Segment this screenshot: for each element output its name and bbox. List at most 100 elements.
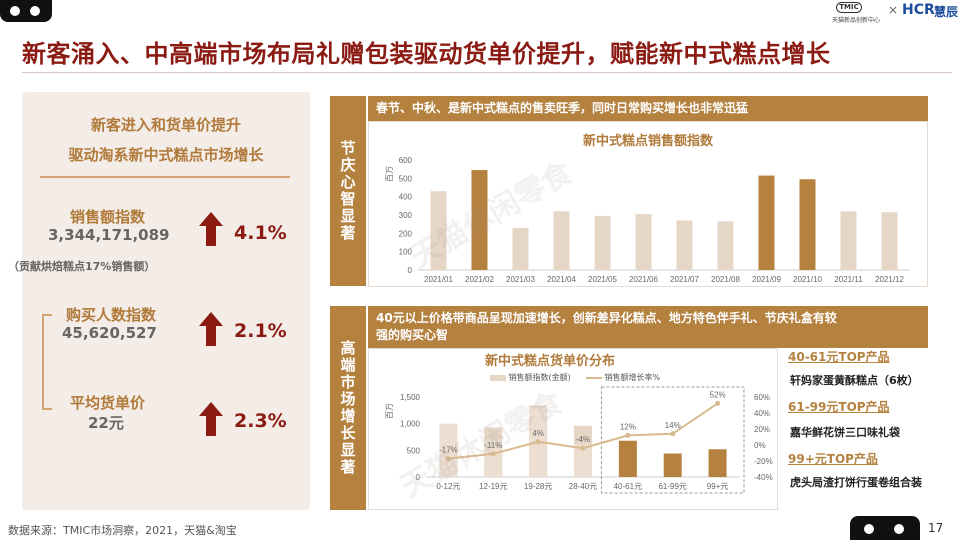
page-number: 17 [928, 521, 944, 535]
legend-bar-label: 销售额指数(金额) [508, 373, 571, 382]
highlight-box [600, 386, 745, 494]
brand-separator: × [888, 3, 899, 17]
x-tick-label: 99+元 [707, 482, 729, 491]
top-product-label-2: 61-99元TOP产品 [788, 400, 890, 414]
y-tick-label: 200 [399, 229, 413, 238]
bottom-panel-header: 40元以上价格带商品呈现加速增长，创新差异化糕点、地方特色伴手礼、节庆礼盒有较 … [368, 306, 928, 348]
top-product-label-1: 40-61元TOP产品 [788, 350, 890, 364]
bottom-header-line1: 40元以上价格带商品呈现加速增长，创新差异化糕点、地方特色伴手礼、节庆礼盒有较 [376, 311, 837, 325]
x-tick-label: 2021/02 [465, 275, 494, 284]
metric-pct-sales: 4.1% [234, 222, 287, 244]
metric-value-sales: 3,344,171,089 [48, 226, 170, 244]
growth-point [535, 439, 541, 445]
y-tick-label: 500 [399, 174, 413, 183]
legend-line: 销售额增长率% [586, 372, 660, 383]
bar [840, 211, 857, 270]
bar [618, 440, 637, 477]
bar [553, 211, 570, 270]
bar [663, 453, 682, 477]
growth-label: -11% [484, 441, 502, 450]
bar [676, 220, 693, 270]
legend-bar: 销售额指数(金额) [490, 372, 571, 383]
metric-label-price: 平均货单价 [70, 394, 146, 412]
bar [512, 227, 529, 270]
x-tick-label: 2021/07 [670, 275, 699, 284]
x-tick-label: 61-99元 [658, 482, 686, 491]
growth-point [625, 432, 631, 438]
price-band-chart: 百万 0 500 1,000 1,500 -40% -20% 0% 20% 40% 60% 0-12元… [385, 386, 773, 494]
x-tick-label: 0-12元 [436, 482, 460, 491]
brand-logos: TMIC 天猫新品创新中心 × HCR 慧辰 [832, 2, 959, 24]
y-axis-unit: 百万 [385, 403, 394, 419]
metric-label-buyers: 购买人数指数 [66, 306, 157, 324]
hcr-logo-cn: 慧辰 [934, 5, 959, 19]
bar [758, 175, 775, 270]
bar [717, 221, 734, 270]
top-chart-title: 新中式糕点销售额指数 [582, 134, 713, 149]
growth-point [445, 456, 451, 462]
legend-line-label: 销售额增长率% [604, 373, 661, 382]
x-tick-label: 2021/12 [875, 275, 904, 284]
y2-tick-label: 40% [754, 409, 770, 418]
y2-tick-label: -40% [754, 473, 773, 482]
x-tick-label: 2021/05 [588, 275, 617, 284]
bar [635, 214, 652, 270]
bottom-chart-frame [368, 348, 778, 510]
y-tick-label: 600 [399, 156, 413, 165]
top-panel-header: 春节、中秋、是新中式糕点的售卖旺季，同时日常购买增长也非常迅猛 [368, 96, 928, 121]
y2-tick-label: 0% [754, 441, 766, 450]
up-arrow-icon [199, 212, 223, 246]
y-tick-label: 1,500 [400, 393, 421, 402]
bar [484, 440, 503, 477]
x-tick-label: 2021/01 [424, 275, 453, 284]
x-tick-label: 2021/09 [752, 275, 781, 284]
bar [799, 179, 816, 270]
bottom-panel-side-label: 高端市场增长显著 [330, 306, 366, 510]
tmall-logo-icon [0, 0, 52, 22]
growth-point [580, 445, 586, 451]
y-tick-label: 100 [399, 248, 413, 257]
tmic-logo: TMIC [836, 2, 862, 13]
metric-pct-price: 2.3% [234, 410, 287, 432]
metric-pct-buyers: 2.1% [234, 320, 287, 342]
x-tick-label: 12-19元 [479, 482, 507, 491]
top-panel-side-label: 节庆心智显著 [330, 96, 366, 286]
summary-panel: 新客进入和货单价提升 驱动淘系新中式糕点市场增长 销售额指数 3,344,171… [8, 92, 310, 510]
page-title: 新客涌入、中高端市场布局礼赠包装驱动货单价提升，赋能新中式糕点增长 [22, 40, 831, 68]
growth-label: -4% [576, 435, 590, 444]
up-arrow-icon [199, 312, 223, 346]
metric-value-buyers: 45,620,527 [62, 324, 157, 342]
y2-tick-label: 20% [754, 425, 770, 434]
bar [439, 423, 458, 477]
growth-label: -17% [439, 446, 458, 455]
bar [594, 215, 611, 270]
y-tick-label: 400 [399, 193, 413, 202]
up-arrow-icon [199, 402, 223, 436]
y-axis-unit: 百万 [385, 166, 394, 182]
x-tick-label: 2021/06 [629, 275, 658, 284]
growth-point [715, 400, 721, 406]
metric-note: （贡献烘焙糕点17%销售额） [8, 260, 156, 273]
growth-label: 14% [665, 421, 681, 430]
data-source: 数据来源：TMIC市场洞察，2021，天猫&淘宝 [8, 524, 237, 537]
bottom-chart-title: 新中式糕点货单价分布 [484, 354, 615, 369]
growth-label: 52% [710, 390, 726, 399]
bar [574, 444, 592, 477]
x-tick-label: 2021/10 [793, 275, 822, 284]
title-divider [22, 72, 952, 73]
x-tick-label: 2021/03 [506, 275, 535, 284]
hcr-logo: HCR [902, 2, 935, 18]
y-tick-label: 500 [407, 446, 421, 455]
summary-heading-1: 新客进入和货单价提升 [90, 116, 241, 134]
bottom-header-line2: 强的购买心智 [376, 328, 449, 342]
top-product-name-2: 嘉华鲜花饼三口味礼袋 [790, 426, 900, 439]
metric-value-price: 22元 [88, 414, 124, 432]
x-tick-label: 2021/11 [834, 275, 863, 284]
top-product-label-3: 99+元TOP产品 [788, 452, 878, 466]
y-tick-label: 300 [399, 211, 413, 220]
summary-heading-2: 驱动淘系新中式糕点市场增长 [68, 146, 264, 164]
x-tick-label: 2021/04 [547, 275, 576, 284]
tmall-logo-icon [850, 516, 920, 540]
x-tick-label: 28-40元 [569, 482, 597, 491]
metrics-bracket [42, 314, 52, 410]
